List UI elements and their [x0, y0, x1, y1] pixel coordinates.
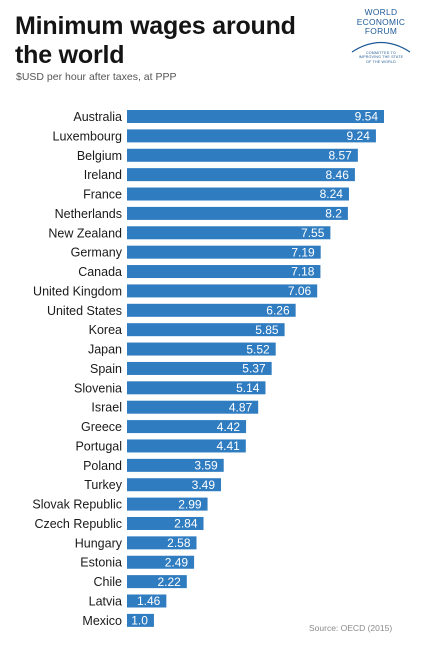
- category-label: Latvia: [89, 595, 122, 609]
- bar: [127, 613, 154, 627]
- bar: [127, 400, 259, 414]
- value-label: 5.37: [242, 362, 266, 376]
- bar: [127, 516, 204, 530]
- value-label: 1.0: [131, 614, 148, 628]
- value-label: 2.58: [167, 536, 191, 550]
- value-label: 4.42: [217, 420, 241, 434]
- bar: [127, 555, 195, 569]
- value-label: 3.49: [192, 478, 216, 492]
- category-label: Korea: [89, 323, 122, 337]
- category-label: Czech Republic: [34, 517, 122, 531]
- bar: [127, 439, 246, 453]
- bar: [127, 226, 331, 240]
- value-label: 9.54: [355, 110, 379, 124]
- bar: [127, 129, 376, 143]
- value-label: 2.22: [157, 575, 181, 589]
- value-label: 8.46: [326, 168, 350, 182]
- source-note: Source: OECD (2015): [309, 623, 393, 633]
- value-label: 2.84: [174, 517, 198, 531]
- category-label: Luxembourg: [53, 129, 123, 143]
- bar: [127, 381, 266, 395]
- value-label: 9.24: [347, 129, 371, 143]
- category-label: Belgium: [77, 149, 122, 163]
- value-label: 8.2: [325, 207, 342, 221]
- value-label: 2.99: [178, 497, 202, 511]
- category-label: Ireland: [84, 168, 122, 182]
- value-label: 7.19: [291, 245, 315, 259]
- value-label: 7.06: [288, 284, 312, 298]
- category-label: Estonia: [80, 556, 122, 570]
- value-label: 7.18: [291, 265, 315, 279]
- category-label: Spain: [90, 362, 122, 376]
- chart-subtitle: $USD per hour after taxes, at PPP: [16, 71, 177, 83]
- value-label: 5.52: [246, 342, 270, 356]
- value-label: 1.46: [137, 594, 161, 608]
- value-label: 2.49: [165, 555, 189, 569]
- bar: [127, 420, 247, 434]
- category-label: Israel: [91, 401, 122, 415]
- value-label: 6.26: [266, 304, 290, 318]
- category-label: Portugal: [75, 439, 122, 453]
- category-label: Germany: [71, 246, 123, 260]
- category-label: United Kingdom: [33, 284, 122, 298]
- category-label: Turkey: [84, 478, 122, 492]
- category-label: Netherlands: [55, 207, 122, 221]
- bar: [127, 594, 167, 608]
- logo-line-3: FORUM: [364, 26, 398, 36]
- category-label: France: [83, 188, 122, 202]
- category-label: Hungary: [75, 536, 123, 550]
- value-label: 4.87: [229, 400, 253, 414]
- category-label: Chile: [94, 575, 123, 589]
- bar: [127, 323, 285, 337]
- bar: [127, 575, 187, 589]
- category-label: Mexico: [82, 614, 122, 628]
- category-label: Australia: [73, 110, 122, 124]
- bar: [127, 342, 276, 356]
- bar: [127, 148, 358, 162]
- logo-tagline-2: IMPROVING THE STATE: [358, 55, 404, 59]
- logo-tagline-1: COMMITTED TO: [365, 50, 397, 55]
- category-label: New Zealand: [48, 226, 122, 240]
- bar: [127, 245, 321, 259]
- category-label: Greece: [81, 420, 122, 434]
- bar: [127, 206, 348, 220]
- value-label: 3.59: [194, 459, 218, 473]
- bar: [127, 361, 272, 375]
- wef-logo-arc-icon: [351, 42, 411, 53]
- bar: [127, 478, 222, 492]
- bar: [127, 187, 349, 201]
- bar: [127, 110, 384, 123]
- bar: [127, 303, 296, 317]
- value-label: 5.14: [236, 381, 260, 395]
- bar: [127, 497, 208, 511]
- category-label: Slovak Republic: [32, 498, 122, 512]
- category-label: United States: [47, 304, 122, 318]
- category-label: Poland: [83, 459, 122, 473]
- value-label: 7.55: [301, 226, 325, 240]
- logo-tagline-3: OF THE WORLD: [366, 59, 396, 64]
- bar: [127, 284, 318, 298]
- bar: [127, 458, 224, 472]
- value-label: 5.85: [255, 323, 279, 337]
- logo-line-2: ECONOMIC: [356, 16, 406, 27]
- bar: [127, 168, 355, 182]
- category-label: Slovenia: [74, 381, 122, 395]
- value-label: 8.24: [320, 187, 344, 201]
- category-label: Japan: [88, 343, 122, 357]
- logo-line-1: WORLD: [364, 7, 398, 17]
- category-label: Canada: [78, 265, 122, 279]
- chart-title: Minimum wages around the world: [15, 12, 296, 69]
- bar: [127, 265, 321, 279]
- value-label: 4.41: [216, 439, 240, 453]
- wef-logo: WORLD ECONOMIC FORUM COMMITTED TO IMPROV…: [336, 7, 426, 64]
- value-label: 8.57: [329, 148, 353, 162]
- bar: [127, 536, 197, 550]
